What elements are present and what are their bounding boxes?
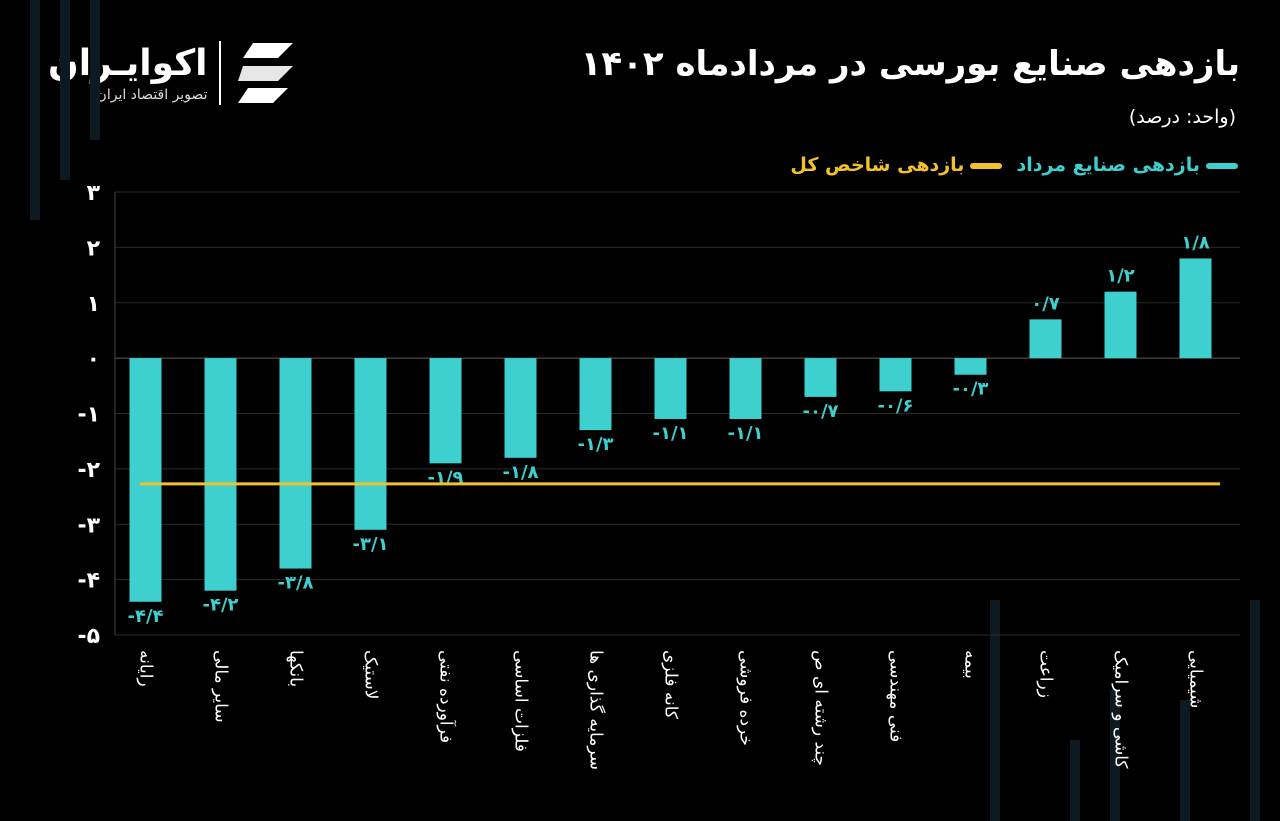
bar	[1104, 291, 1137, 359]
y-tick-label: -۳	[77, 513, 100, 538]
background-candle	[1070, 740, 1080, 821]
bar	[804, 358, 837, 397]
x-tick-label: زراعت	[1035, 650, 1056, 698]
x-tick-label: شیمیایی	[1185, 650, 1206, 709]
legend-item-industries: بازدهی صنایع مرداد	[1016, 154, 1238, 176]
data-label: -۱/۱	[727, 423, 763, 444]
data-label: ۰/۷	[1031, 293, 1060, 314]
bar	[429, 358, 462, 464]
bar	[1179, 258, 1212, 359]
x-tick-label: فلزات اساسی	[510, 650, 531, 752]
x-tick-label: چند رشته ای ص	[810, 650, 831, 767]
data-label: -۱/۳	[577, 434, 613, 455]
y-tick-label: ۳	[87, 181, 101, 206]
x-tick-label: فنی مهندسی	[885, 650, 906, 743]
logo-name: اکوایـران	[48, 43, 208, 85]
data-label: -۰/۳	[952, 379, 988, 400]
y-tick-label: ۲	[87, 236, 101, 261]
logo-divider	[219, 41, 222, 105]
data-label: ۱/۲	[1106, 266, 1135, 287]
x-tick-label: کانه فلزی	[660, 650, 681, 719]
background-candle	[1250, 600, 1260, 821]
chart-title: بازدهی صنایع بورسی در مردادماه ۱۴۰۲	[580, 44, 1240, 84]
bar	[954, 358, 987, 375]
bar	[129, 358, 162, 602]
data-label: -۱/۱	[652, 423, 688, 444]
x-tick-label: فرآورده نفتی	[435, 650, 456, 744]
logo-subtitle: تصویر اقتصاد ایران	[96, 86, 208, 103]
y-tick-label: -۱	[77, 403, 100, 428]
y-tick-label: -۴	[77, 569, 100, 594]
data-label: -۳/۱	[352, 534, 388, 555]
data-label: ۱/۸	[1181, 232, 1210, 253]
bar	[879, 358, 912, 392]
bar	[354, 358, 387, 530]
y-tick-label: ۰	[87, 347, 100, 372]
bar	[579, 358, 612, 431]
background-candle	[990, 600, 1000, 821]
data-label: -۱/۸	[502, 462, 538, 483]
background-candle	[1180, 700, 1190, 821]
y-tick-label: ۱	[87, 292, 100, 317]
x-tick-label: سایر مالی	[210, 650, 231, 723]
y-tick-label: -۲	[77, 458, 100, 483]
bar	[204, 358, 237, 591]
x-tick-label: بانکها	[285, 650, 306, 688]
x-tick-label: لاستیک	[360, 650, 381, 700]
data-label: -۰/۷	[802, 401, 838, 422]
bar	[279, 358, 312, 569]
x-tick-label: خرده فروشی	[735, 650, 756, 746]
logo-mark-icon	[238, 43, 294, 103]
background-candle	[90, 0, 100, 140]
background-candle	[30, 0, 40, 220]
background-candle	[60, 0, 70, 180]
data-label: -۳/۸	[277, 573, 313, 594]
data-label: -۰/۶	[877, 395, 913, 416]
chart-unit: (واحد: درصد)	[1128, 106, 1236, 128]
background-candle	[1110, 690, 1120, 821]
x-tick-label: رایانه	[135, 650, 156, 687]
data-label: -۴/۴	[127, 606, 163, 627]
bar	[504, 358, 537, 458]
x-tick-label: سرمایه گذاری ها	[585, 650, 606, 770]
data-label: -۴/۲	[202, 595, 238, 616]
y-tick-label: -۵	[77, 624, 100, 649]
bar	[654, 358, 687, 420]
logo: اکوایـران تصویر اقتصاد ایران	[48, 38, 303, 108]
legend-item-index: بازدهی شاخص کل	[790, 154, 1003, 176]
bar	[1029, 319, 1062, 359]
x-tick-label: بیمه	[960, 650, 981, 679]
x-tick-label: کاشی و سرامیک	[1110, 650, 1131, 769]
bar	[729, 358, 762, 420]
legend: بازدهی صنایع مرداد بازدهی شاخص کل	[790, 154, 1238, 176]
